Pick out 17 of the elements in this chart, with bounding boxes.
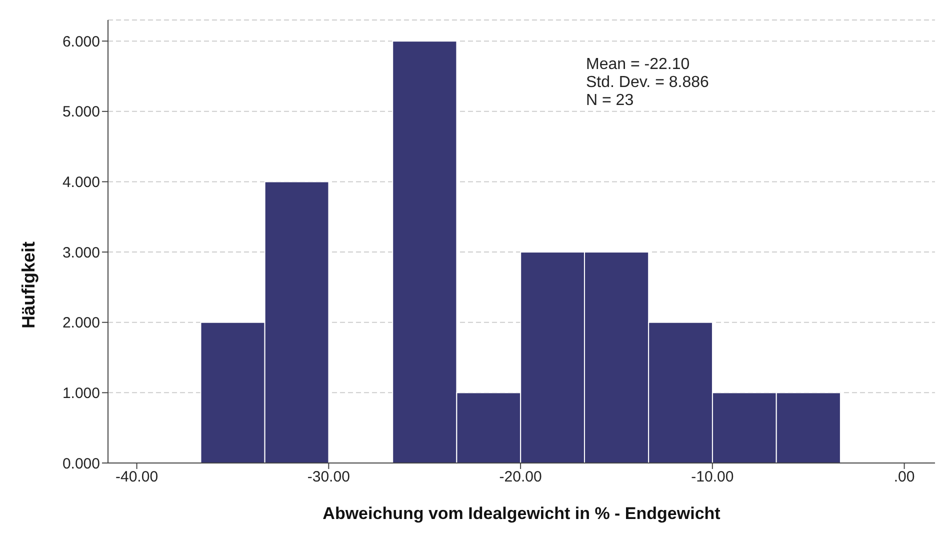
x-tick-label: -40.00	[116, 468, 158, 486]
y-tick-label: 0.000	[62, 455, 100, 472]
y-tick-label: 4.000	[62, 174, 100, 192]
annotation: N = 23	[586, 92, 635, 110]
x-tick-label: -10.00	[691, 468, 734, 486]
annotation: Std. Dev. = 8.886	[586, 74, 709, 92]
y-tick-label: 3.000	[62, 244, 100, 262]
y-tick-label: 6.000	[62, 33, 100, 50]
annotation: Mean = -22.10	[586, 56, 691, 74]
y-tick-label: 1.000	[62, 385, 100, 402]
y-axis-title: Häufigkeit	[18, 242, 38, 329]
x-tick-label: .00	[894, 468, 915, 486]
x-tick-label: -20.00	[499, 468, 542, 486]
x-tick-label: -30.00	[307, 468, 350, 486]
y-tick-label: 2.000	[62, 314, 100, 332]
y-tick-label: 5.000	[62, 104, 100, 121]
x-axis-title: Abweichung vom Idealgewicht in % - Endgewicht	[322, 504, 721, 524]
